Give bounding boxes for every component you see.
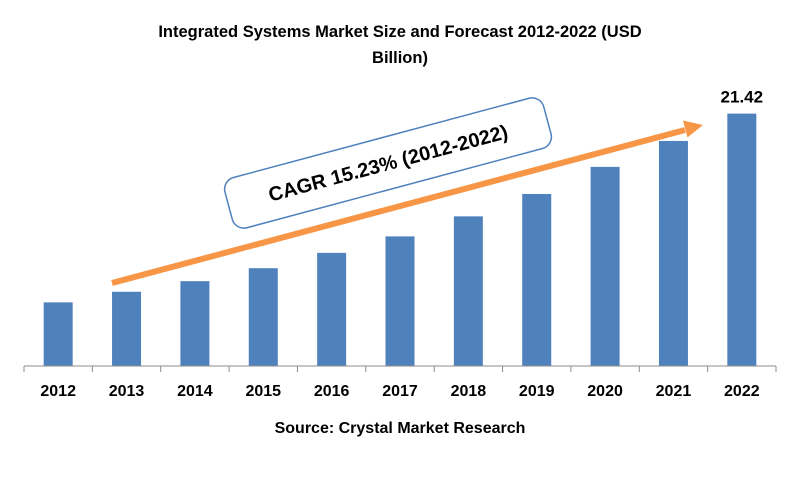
x-tick-label-2022: 2022 [724,383,760,400]
bar-2020 [590,166,620,366]
x-tick-label-2021: 2021 [656,383,692,400]
growth-arrow-head [683,120,703,138]
cagr-callout-box [223,97,553,229]
x-axis-ticks [23,366,777,372]
chart-title-line-2: Billion) [372,49,428,67]
bar-2021 [658,140,688,366]
bar-2016 [317,252,347,366]
data-label-2022: 21.42 [721,88,764,107]
bar-2017 [385,236,415,366]
bar-2013 [112,291,142,366]
bar-2018 [453,216,483,366]
x-tick-label-2016: 2016 [314,383,350,400]
data-labels-group: 21.42 [721,88,764,107]
x-tick-label-2019: 2019 [519,383,555,400]
x-tick-label-2017: 2017 [382,383,418,400]
x-tick-label-2013: 2013 [109,383,145,400]
bar-2012 [43,302,73,366]
x-tick-label-2020: 2020 [587,383,623,400]
x-tick-label-2018: 2018 [451,383,487,400]
bar-2015 [248,268,278,366]
chart-title-line-1: Integrated Systems Market Size and Forec… [158,23,641,41]
bars-group [43,113,757,367]
bar-2022 [727,113,757,367]
x-tick-label-2012: 2012 [40,383,76,400]
bar-2019 [522,193,552,366]
source-caption: Source: Crystal Market Research [275,420,526,437]
growth-arrow-shaft [111,127,686,286]
x-axis-tick-labels: 2012 2013 2014 2015 2016 2017 2018 2019 2020 2021… [40,383,759,400]
growth-arrow [111,120,703,286]
x-tick-label-2014: 2014 [177,383,213,400]
bar-2014 [180,281,210,366]
x-tick-label-2015: 2015 [245,383,281,400]
